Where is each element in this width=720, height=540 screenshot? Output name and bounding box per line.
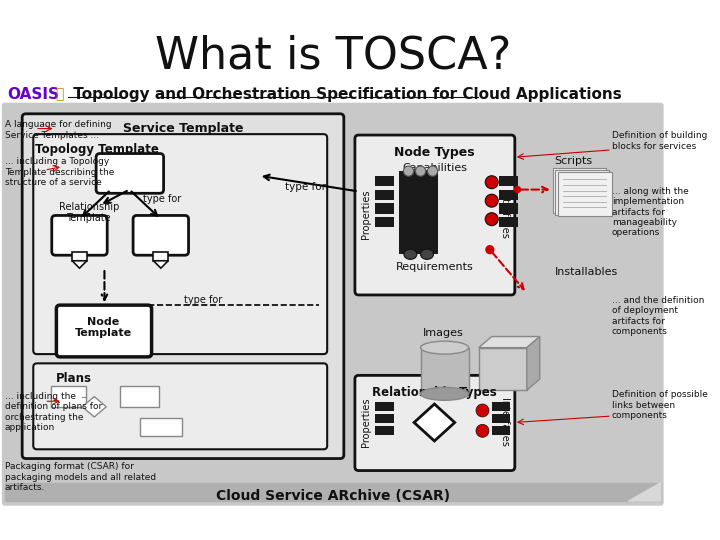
Text: Relationship Types: Relationship Types — [372, 387, 497, 400]
Polygon shape — [527, 336, 540, 390]
Text: Packaging format (CSAR) for
packaging models and all related
artifacts.: Packaging format (CSAR) for packaging mo… — [4, 462, 156, 492]
Ellipse shape — [420, 249, 433, 259]
Text: ... and the definition
of deployment
artifacts for
components: ... and the definition of deployment art… — [612, 296, 704, 336]
Ellipse shape — [420, 341, 469, 354]
FancyBboxPatch shape — [22, 114, 344, 458]
FancyBboxPatch shape — [558, 172, 612, 217]
Text: Properties: Properties — [361, 398, 371, 447]
Circle shape — [485, 194, 498, 207]
Text: Node
Template: Node Template — [75, 316, 132, 338]
Text: Plans: Plans — [56, 372, 92, 384]
Polygon shape — [82, 396, 107, 417]
Bar — [492, 426, 510, 435]
Ellipse shape — [428, 166, 438, 176]
Bar — [140, 418, 182, 436]
Text: Definition of building
blocks for services: Definition of building blocks for servic… — [612, 131, 707, 151]
Text: Service Template: Service Template — [122, 122, 243, 135]
Text: Capabilities: Capabilities — [402, 163, 467, 173]
Bar — [375, 217, 394, 227]
Text: Images: Images — [423, 328, 464, 338]
Bar — [72, 252, 87, 261]
Bar — [420, 348, 469, 394]
Text: type for: type for — [143, 194, 181, 204]
Text: ... along with the
implementation
artifacts for
manageability
operations: ... along with the implementation artifa… — [612, 187, 688, 238]
FancyBboxPatch shape — [96, 153, 163, 193]
Polygon shape — [479, 336, 540, 348]
Bar — [499, 204, 518, 214]
Polygon shape — [72, 261, 87, 268]
Bar — [375, 426, 394, 435]
FancyBboxPatch shape — [355, 375, 515, 470]
Polygon shape — [414, 404, 455, 441]
Text: Node Types: Node Types — [394, 146, 474, 159]
FancyBboxPatch shape — [556, 170, 609, 214]
Ellipse shape — [420, 387, 469, 400]
Bar — [499, 217, 518, 227]
Bar — [492, 414, 510, 423]
Circle shape — [476, 424, 489, 437]
Text: Properties: Properties — [361, 190, 371, 239]
Bar — [51, 387, 86, 407]
Text: What is TOSCA?: What is TOSCA? — [155, 34, 511, 77]
Bar — [153, 252, 168, 261]
FancyBboxPatch shape — [355, 135, 515, 295]
Text: Topology Template: Topology Template — [35, 143, 159, 157]
Bar — [120, 387, 159, 407]
FancyBboxPatch shape — [133, 215, 189, 255]
Ellipse shape — [404, 249, 417, 259]
Ellipse shape — [415, 166, 426, 176]
FancyBboxPatch shape — [56, 305, 152, 357]
Text: Relationship
Template: Relationship Template — [58, 202, 119, 224]
Bar — [499, 176, 518, 186]
Text: type for: type for — [184, 295, 222, 305]
Text: Installables: Installables — [554, 267, 618, 277]
Bar — [400, 171, 438, 254]
Bar — [479, 348, 527, 390]
Text: ... including a Topology
Template describing the
structure of a service: ... including a Topology Template descri… — [4, 157, 114, 187]
Bar — [499, 190, 518, 200]
FancyBboxPatch shape — [2, 103, 664, 505]
Circle shape — [476, 404, 489, 417]
Bar — [375, 414, 394, 423]
Polygon shape — [629, 483, 661, 501]
FancyBboxPatch shape — [33, 363, 327, 449]
Text: type for: type for — [284, 182, 325, 192]
FancyBboxPatch shape — [52, 215, 107, 255]
Circle shape — [485, 245, 495, 254]
Bar — [375, 402, 394, 411]
Text: Requirements: Requirements — [395, 262, 473, 272]
FancyBboxPatch shape — [33, 134, 327, 354]
Text: Definition of possible
links between
components: Definition of possible links between com… — [612, 390, 708, 420]
Polygon shape — [4, 483, 661, 501]
Circle shape — [485, 176, 498, 188]
Bar — [375, 176, 394, 186]
Text: OASIS: OASIS — [7, 87, 59, 102]
Text: Interfaces: Interfaces — [499, 190, 509, 239]
Text: ⧁: ⧁ — [55, 87, 64, 102]
Text: Interfaces: Interfaces — [499, 398, 509, 447]
Circle shape — [514, 186, 521, 193]
Bar — [375, 190, 394, 200]
Text: Scripts: Scripts — [554, 156, 593, 166]
Bar — [375, 204, 394, 214]
Polygon shape — [153, 261, 168, 268]
Text: Cloud Service ARchive (CSAR): Cloud Service ARchive (CSAR) — [216, 489, 450, 503]
Text: ... including the
definition of plans for
orchestrating the
application: ... including the definition of plans fo… — [4, 392, 102, 432]
Circle shape — [485, 213, 498, 226]
FancyBboxPatch shape — [553, 168, 606, 213]
Bar — [492, 402, 510, 411]
Ellipse shape — [403, 166, 413, 176]
Text: Topology and Orchestration Specification for Cloud Applications: Topology and Orchestration Specification… — [68, 87, 622, 102]
Text: A language for defining
Service Templates ...: A language for defining Service Template… — [4, 120, 112, 140]
